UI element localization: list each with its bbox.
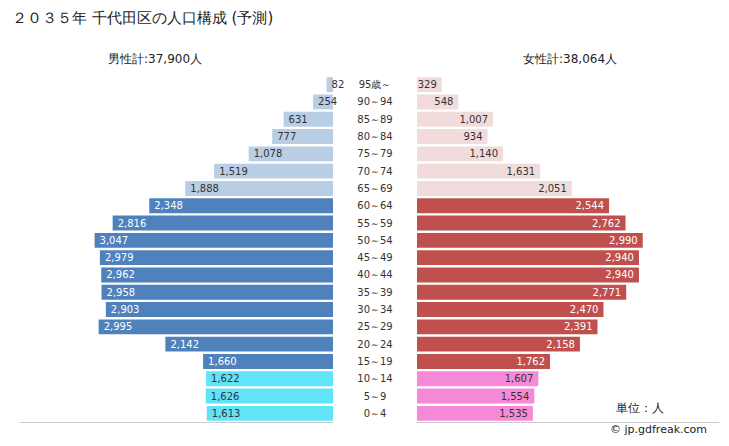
svg-text:95歳～: 95歳～ [359, 79, 392, 90]
svg-text:1,519: 1,519 [219, 166, 248, 177]
svg-text:1,535: 1,535 [499, 408, 528, 419]
svg-text:82: 82 [332, 79, 345, 90]
svg-text:10～14: 10～14 [357, 373, 392, 384]
svg-text:2,903: 2,903 [111, 304, 140, 315]
svg-text:5～9: 5～9 [364, 391, 387, 402]
svg-text:2,158: 2,158 [546, 339, 575, 350]
svg-text:60～64: 60～64 [357, 200, 392, 211]
svg-text:2,771: 2,771 [593, 287, 622, 298]
svg-text:65～69: 65～69 [357, 183, 392, 194]
svg-text:1,607: 1,607 [505, 373, 534, 384]
svg-text:934: 934 [463, 131, 482, 142]
svg-text:女性計:38,064人: 女性計:38,064人 [523, 52, 617, 66]
svg-text:35～39: 35～39 [357, 287, 392, 298]
svg-text:777: 777 [277, 131, 296, 142]
svg-text:40～44: 40～44 [357, 269, 392, 280]
svg-text:25～29: 25～29 [357, 321, 392, 332]
svg-text:2,142: 2,142 [170, 339, 199, 350]
svg-text:1,762: 1,762 [516, 356, 545, 367]
svg-text:15～19: 15～19 [357, 356, 392, 367]
svg-text:1,631: 1,631 [506, 166, 535, 177]
svg-text:1,007: 1,007 [459, 114, 488, 125]
svg-text:2,051: 2,051 [538, 183, 567, 194]
svg-text:55～59: 55～59 [357, 218, 392, 229]
svg-text:1,554: 1,554 [501, 391, 530, 402]
svg-text:1,140: 1,140 [469, 148, 498, 159]
svg-text:2,470: 2,470 [570, 304, 599, 315]
svg-text:2,940: 2,940 [605, 252, 634, 263]
svg-text:2,990: 2,990 [609, 235, 638, 246]
svg-text:30～34: 30～34 [357, 304, 392, 315]
svg-text:© jp.gdfreak.com: © jp.gdfreak.com [610, 423, 707, 436]
svg-text:1,626: 1,626 [211, 391, 240, 402]
svg-text:0～4: 0～4 [364, 408, 387, 419]
svg-text:2,816: 2,816 [118, 218, 147, 229]
svg-text:2,979: 2,979 [105, 252, 134, 263]
svg-text:2,348: 2,348 [154, 200, 183, 211]
svg-text:単位：人: 単位：人 [616, 401, 664, 415]
svg-text:45～49: 45～49 [357, 252, 392, 263]
svg-text:254: 254 [318, 96, 337, 107]
svg-text:50～54: 50～54 [357, 235, 392, 246]
svg-text:1,613: 1,613 [212, 408, 241, 419]
svg-text:1,078: 1,078 [254, 148, 283, 159]
svg-text:2,544: 2,544 [575, 200, 604, 211]
svg-text:２０３５年 千代田区の人口構成 (予測): ２０３５年 千代田区の人口構成 (予測) [12, 9, 273, 27]
svg-text:20～24: 20～24 [357, 339, 392, 350]
svg-text:2,995: 2,995 [104, 321, 133, 332]
svg-text:329: 329 [418, 79, 437, 90]
svg-text:1,660: 1,660 [208, 356, 237, 367]
svg-text:85～89: 85～89 [357, 114, 392, 125]
svg-text:631: 631 [289, 114, 308, 125]
svg-text:70～74: 70～74 [357, 166, 392, 177]
svg-text:2,391: 2,391 [564, 321, 593, 332]
svg-text:548: 548 [434, 96, 453, 107]
svg-text:2,940: 2,940 [605, 269, 634, 280]
svg-text:1,622: 1,622 [211, 373, 240, 384]
svg-text:90～94: 90～94 [357, 96, 392, 107]
svg-text:2,958: 2,958 [107, 287, 136, 298]
svg-text:男性計:37,900人: 男性計:37,900人 [108, 52, 202, 66]
svg-text:2,762: 2,762 [592, 218, 621, 229]
svg-text:1,888: 1,888 [190, 183, 219, 194]
svg-text:3,047: 3,047 [100, 235, 129, 246]
svg-text:2,962: 2,962 [106, 269, 135, 280]
svg-text:75～79: 75～79 [357, 148, 392, 159]
svg-text:80～84: 80～84 [357, 131, 392, 142]
